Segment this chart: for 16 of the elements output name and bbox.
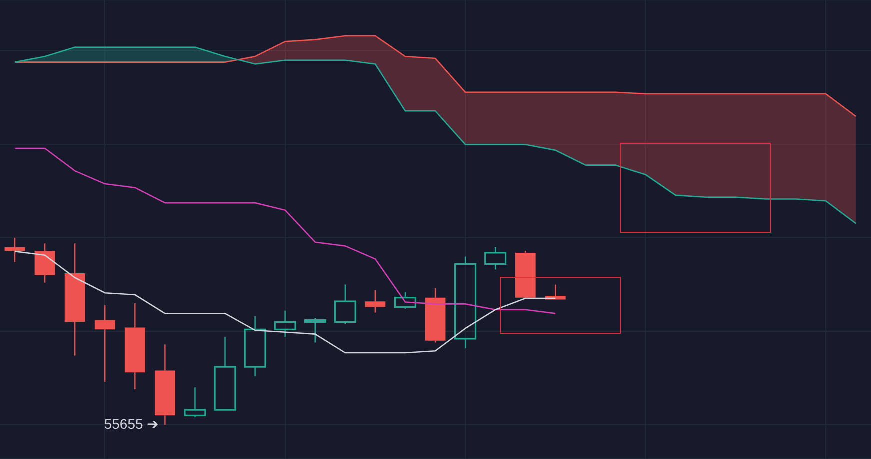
candlestick	[124, 302, 146, 390]
candlestick	[34, 243, 56, 284]
candlestick	[304, 318, 326, 344]
candlestick	[484, 246, 507, 270]
candlestick	[244, 316, 266, 377]
candlestick	[334, 284, 356, 325]
candlestick	[4, 237, 26, 263]
candlestick	[94, 304, 116, 383]
candlestick	[214, 336, 236, 411]
candlestick	[184, 387, 206, 418]
candlestick	[425, 288, 446, 344]
candlestick	[365, 290, 386, 314]
candlestick	[274, 310, 296, 338]
candlestick	[454, 256, 477, 349]
candlestick	[64, 243, 86, 356]
annotation: 55655 ➔	[104, 416, 160, 432]
